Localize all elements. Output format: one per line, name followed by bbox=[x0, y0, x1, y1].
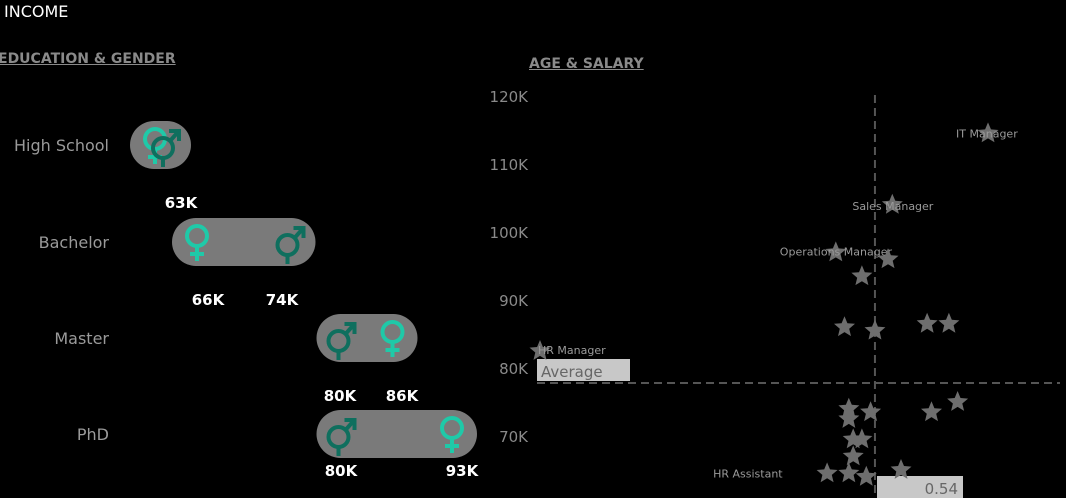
education-level-label: PhD bbox=[77, 425, 109, 444]
salary-point-star-icon bbox=[916, 312, 938, 333]
salary-point-star-icon bbox=[838, 462, 860, 483]
female-icon bbox=[380, 320, 405, 357]
salary-value-label: 66K bbox=[192, 291, 226, 309]
salary-value-label: 74K bbox=[266, 291, 300, 309]
average-value-label: 0.54 bbox=[925, 480, 958, 498]
salary-point-star-icon bbox=[855, 465, 877, 486]
salary-point-star-icon bbox=[825, 241, 847, 262]
salary-point-star-icon bbox=[842, 445, 864, 466]
salary-value-label: 80K bbox=[324, 387, 358, 405]
education-level-label: Master bbox=[54, 329, 109, 348]
job-title-label: HR Assistant bbox=[713, 467, 783, 480]
job-title-label: Operations Manager bbox=[780, 245, 893, 258]
male-icon-shaft bbox=[168, 130, 180, 143]
salary-value-label: 63K bbox=[165, 194, 199, 212]
y-axis-tick-label: 80K bbox=[499, 360, 529, 378]
salary-point-star-icon bbox=[977, 122, 999, 143]
male-icon-arrow bbox=[344, 418, 357, 430]
female-icon bbox=[185, 224, 209, 261]
salary-point-star-icon bbox=[838, 397, 860, 418]
male-icon-arrow bbox=[169, 129, 181, 141]
education-gender-chart: High School Bachelor 63K 66K 74K Master 80K 86K… bbox=[14, 121, 480, 480]
male-icon-shaft bbox=[344, 323, 355, 336]
salary-point-star-icon bbox=[938, 312, 960, 333]
male-icon bbox=[326, 322, 357, 360]
salary-point-star-icon bbox=[890, 459, 912, 479]
education-level-label: High School bbox=[14, 136, 109, 155]
salary-value-label: 86K bbox=[386, 387, 420, 405]
job-title-label: HR Manager bbox=[538, 344, 606, 357]
salary-point-star-icon bbox=[864, 319, 886, 340]
job-title-label: Sales Manager bbox=[852, 200, 933, 213]
age-section-title: AGE & SALARY bbox=[529, 56, 644, 72]
y-axis-tick-label: 100K bbox=[490, 224, 530, 242]
male-icon-shaft bbox=[344, 419, 355, 432]
male-icon-shaft bbox=[293, 227, 304, 240]
male-icon-arrow bbox=[344, 322, 357, 334]
job-title-label: IT Manager bbox=[956, 127, 1018, 140]
education-level-label: Bachelor bbox=[39, 233, 110, 252]
salary-value-label: 80K bbox=[325, 462, 359, 480]
male-icon bbox=[326, 418, 357, 456]
female-icon bbox=[440, 416, 464, 453]
y-axis-tick-label: 120K bbox=[490, 88, 530, 106]
y-axis-tick-label: 90K bbox=[499, 292, 529, 310]
y-axis-tick-label: 70K bbox=[499, 428, 529, 446]
salary-point-star-icon bbox=[877, 248, 899, 269]
average-value-box bbox=[877, 476, 963, 498]
salary-point-star-icon bbox=[947, 391, 969, 411]
gender-gap-bar bbox=[316, 410, 477, 458]
salary-value-label: 93K bbox=[446, 462, 480, 480]
salary-point-star-icon bbox=[834, 316, 855, 337]
education-section-title: EDUCATION & GENDER bbox=[0, 51, 176, 67]
salary-point-star-icon bbox=[921, 401, 942, 422]
male-icon bbox=[151, 129, 181, 167]
salary-point-star-icon bbox=[851, 265, 873, 286]
salary-point-star-icon bbox=[851, 428, 873, 449]
average-label: Average bbox=[541, 363, 603, 381]
y-axis-tick-label: 110K bbox=[490, 156, 530, 174]
average-label-box bbox=[537, 359, 630, 381]
salary-point-star-icon bbox=[838, 408, 860, 428]
salary-point-star-icon bbox=[881, 193, 903, 214]
salary-point-star-icon bbox=[816, 462, 838, 483]
salary-point-star-icon bbox=[529, 340, 551, 360]
page-title: INCOME bbox=[4, 2, 69, 21]
male-icon-arrow bbox=[293, 226, 306, 238]
male-icon bbox=[275, 226, 306, 264]
salary-point-star-icon bbox=[860, 401, 882, 422]
